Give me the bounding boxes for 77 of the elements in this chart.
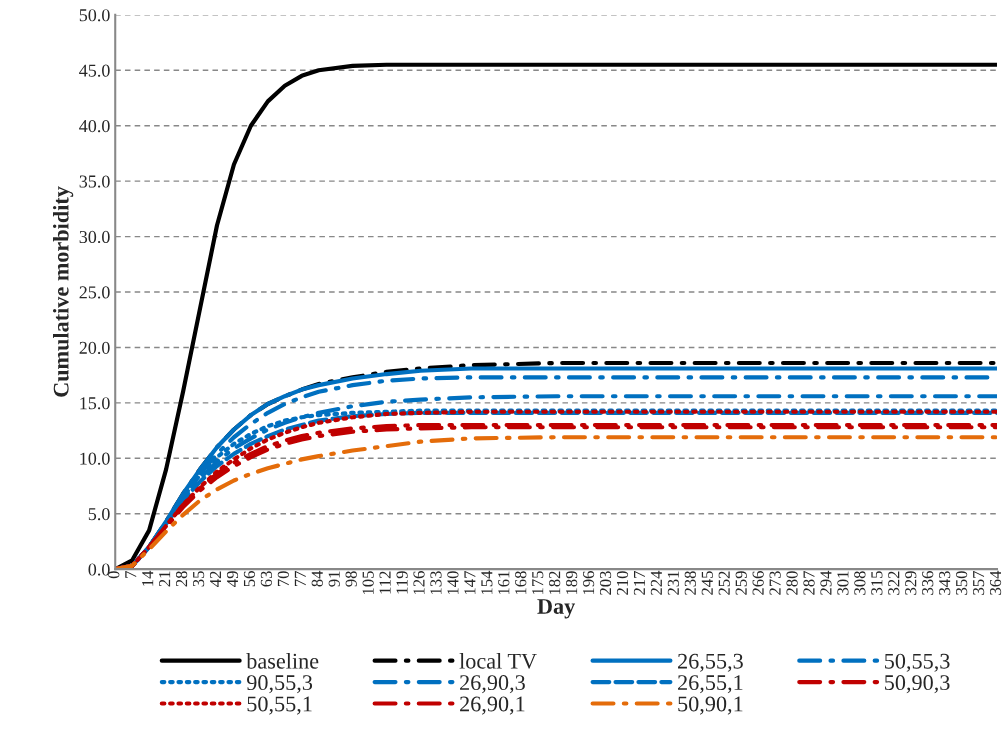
x-tick-label: 329 — [905, 571, 917, 595]
x-tick-label: 126 — [413, 571, 425, 595]
x-tick-label: 343 — [939, 571, 951, 595]
x-tick-label: 357 — [973, 571, 985, 595]
x-tick-label: 168 — [515, 571, 527, 595]
x-tick-label: 21 — [159, 571, 171, 587]
x-tick-label: 77 — [294, 571, 306, 587]
x-axis-title: Day — [537, 599, 576, 619]
x-tick-label: 252 — [718, 571, 730, 595]
x-tick-label: 112 — [379, 571, 391, 594]
x-tick-label: 322 — [888, 571, 900, 595]
x-tick-label: 140 — [447, 571, 459, 595]
x-tick-label: 28 — [175, 571, 188, 587]
x-tick-label: 203 — [599, 571, 612, 595]
legend-label: 26,55,3 — [678, 653, 743, 672]
x-tick-label: 238 — [684, 571, 696, 595]
x-tick-label: 364 — [989, 570, 1002, 595]
x-tick-label: 182 — [549, 571, 561, 595]
x-tick-label: 56 — [243, 571, 256, 587]
x-tick-label: 161 — [498, 571, 510, 595]
x-tick-label: 350 — [956, 571, 968, 595]
x-tick-label: 231 — [667, 571, 679, 595]
x-tick-label: 35 — [192, 571, 205, 587]
legend-label: baseline — [246, 653, 319, 669]
x-tick-label: 0 — [108, 571, 120, 579]
y-tick-label: 30.0 — [79, 230, 110, 244]
legend-label: local TV — [459, 653, 537, 669]
x-tick-label: 175 — [532, 571, 544, 595]
x-tick-label: 133 — [430, 571, 442, 595]
y-tick-label: 35.0 — [79, 175, 110, 188]
x-tick-label: 42 — [209, 571, 221, 587]
x-tick-label: 245 — [701, 571, 713, 595]
x-tick-label: 217 — [633, 571, 645, 595]
x-tick-label: 273 — [769, 571, 781, 595]
x-tick-label: 280 — [786, 571, 798, 595]
legend-label: 50,90,1 — [678, 696, 743, 715]
x-tick-label: 301 — [837, 571, 849, 595]
x-tick-label: 98 — [345, 571, 357, 587]
x-tick-label: 49 — [226, 571, 239, 587]
y-tick-label: 20.0 — [79, 341, 110, 354]
x-tick-label: 119 — [396, 571, 408, 594]
x-tick-label: 7 — [125, 571, 137, 578]
x-tick-label: 14 — [142, 570, 154, 586]
legend-label: 26,90,1 — [460, 696, 525, 715]
x-tick-label: 63 — [260, 571, 273, 587]
x-tick-label: 154 — [481, 570, 493, 595]
y-tick-label: 15.0 — [80, 397, 110, 410]
legend-label: 50,55,3 — [885, 653, 950, 672]
x-tick-label: 189 — [565, 571, 578, 595]
x-tick-label: 259 — [735, 571, 747, 595]
y-tick-label: 40.0 — [79, 119, 110, 133]
x-tick-label: 196 — [583, 571, 595, 595]
x-tick-label: 84 — [311, 570, 323, 587]
x-tick-label: 308 — [854, 571, 866, 595]
legend-label: 90,55,3 — [246, 675, 313, 694]
y-axis-title: Cumulative morbidity — [53, 186, 74, 397]
x-tick-label: 210 — [616, 571, 629, 595]
legend-label: 26,90,3 — [460, 675, 525, 694]
x-tick-label: 287 — [803, 571, 815, 595]
y-tick-label: 0.0 — [88, 563, 110, 576]
legend-label: 50,55,1 — [247, 696, 312, 715]
x-tick-label: 336 — [922, 571, 934, 595]
legend-label: 50,90,3 — [885, 675, 950, 694]
x-tick-label: 224 — [650, 570, 662, 595]
x-tick-label: 91 — [328, 571, 340, 587]
x-tick-label: 70 — [277, 571, 289, 587]
x-tick-label: 315 — [871, 571, 883, 595]
x-tick-label: 294 — [820, 570, 832, 595]
y-tick-label: 10.0 — [80, 452, 110, 465]
x-tick-label: 147 — [464, 571, 476, 595]
y-tick-label: 25.0 — [79, 286, 110, 299]
y-tick-label: 50.0 — [79, 9, 110, 22]
x-tick-label: 266 — [752, 571, 764, 595]
legend-label: 26,55,1 — [678, 675, 743, 694]
y-tick-label: 45.0 — [79, 64, 110, 77]
x-tick-label: 105 — [362, 571, 374, 595]
y-tick-label: 5.0 — [88, 507, 110, 521]
